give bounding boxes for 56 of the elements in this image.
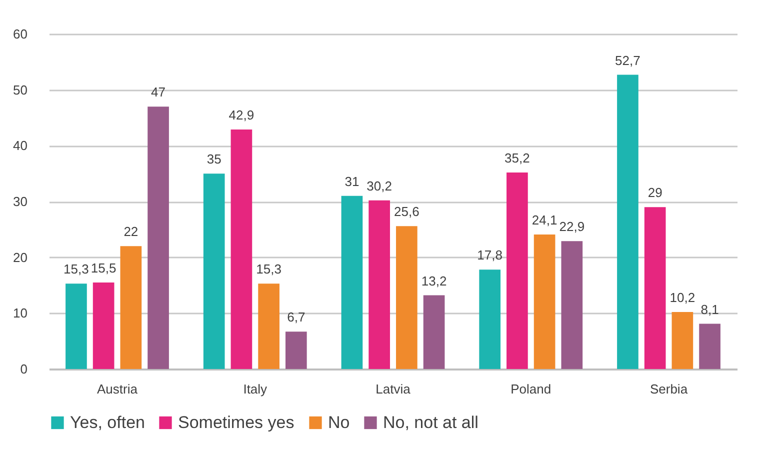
data-label: 15,3 bbox=[256, 262, 282, 277]
y-tick-label: 60 bbox=[13, 26, 28, 42]
data-label: 17,8 bbox=[477, 248, 502, 263]
legend-label: No, not at all bbox=[383, 412, 478, 432]
data-label: 42,9 bbox=[228, 107, 254, 122]
bar bbox=[534, 234, 556, 369]
bar bbox=[285, 332, 307, 369]
bar bbox=[506, 172, 528, 369]
bar bbox=[120, 246, 142, 369]
x-tick-label: Poland bbox=[510, 382, 552, 396]
data-label: 15,3 bbox=[64, 262, 89, 277]
data-label: 29 bbox=[648, 185, 662, 200]
data-label: 15,5 bbox=[90, 260, 116, 276]
y-tick-label: 20 bbox=[13, 250, 28, 265]
data-label: 22 bbox=[124, 224, 138, 240]
bar bbox=[699, 324, 720, 369]
data-label: 35 bbox=[206, 152, 222, 167]
y-tick-label: 50 bbox=[13, 82, 28, 98]
x-tick-label: Serbia bbox=[650, 382, 688, 396]
bar bbox=[561, 241, 583, 369]
bar bbox=[66, 284, 87, 369]
y-tick-label: 30 bbox=[13, 194, 28, 209]
y-tick-label: 10 bbox=[13, 306, 28, 321]
x-tick-label: Italy bbox=[243, 382, 268, 396]
bar bbox=[396, 226, 418, 369]
x-tick-label: Latvia bbox=[376, 382, 412, 396]
x-tick-label: Austria bbox=[97, 382, 138, 396]
bar bbox=[258, 284, 280, 369]
data-label: 22,9 bbox=[559, 219, 585, 234]
data-label: 25,6 bbox=[394, 204, 420, 220]
data-label: 13,2 bbox=[421, 273, 447, 288]
bar bbox=[230, 129, 252, 369]
bar bbox=[92, 282, 114, 369]
legend-label: Sometimes yes bbox=[178, 412, 294, 432]
bar bbox=[644, 207, 666, 369]
legend-label: Yes, often bbox=[70, 412, 145, 432]
data-label: 35,2 bbox=[504, 150, 530, 166]
y-tick-label: 0 bbox=[20, 362, 28, 376]
bar bbox=[368, 200, 390, 369]
bar bbox=[203, 174, 225, 369]
data-label: 31 bbox=[344, 174, 360, 189]
data-label: 47 bbox=[151, 84, 166, 100]
bar bbox=[479, 270, 501, 369]
bar bbox=[341, 196, 363, 369]
bar bbox=[672, 312, 694, 369]
bar bbox=[617, 74, 638, 369]
bar bbox=[423, 295, 445, 369]
data-label: 6,7 bbox=[287, 310, 306, 325]
data-label: 52,7 bbox=[615, 52, 640, 68]
legend-label: No bbox=[328, 412, 350, 432]
bar bbox=[148, 106, 169, 369]
data-label: 8,1 bbox=[700, 302, 719, 317]
data-label: 30,2 bbox=[366, 178, 392, 194]
y-tick-label: 40 bbox=[13, 138, 28, 154]
data-label: 24,1 bbox=[532, 212, 558, 228]
data-label: 10,2 bbox=[670, 290, 696, 306]
